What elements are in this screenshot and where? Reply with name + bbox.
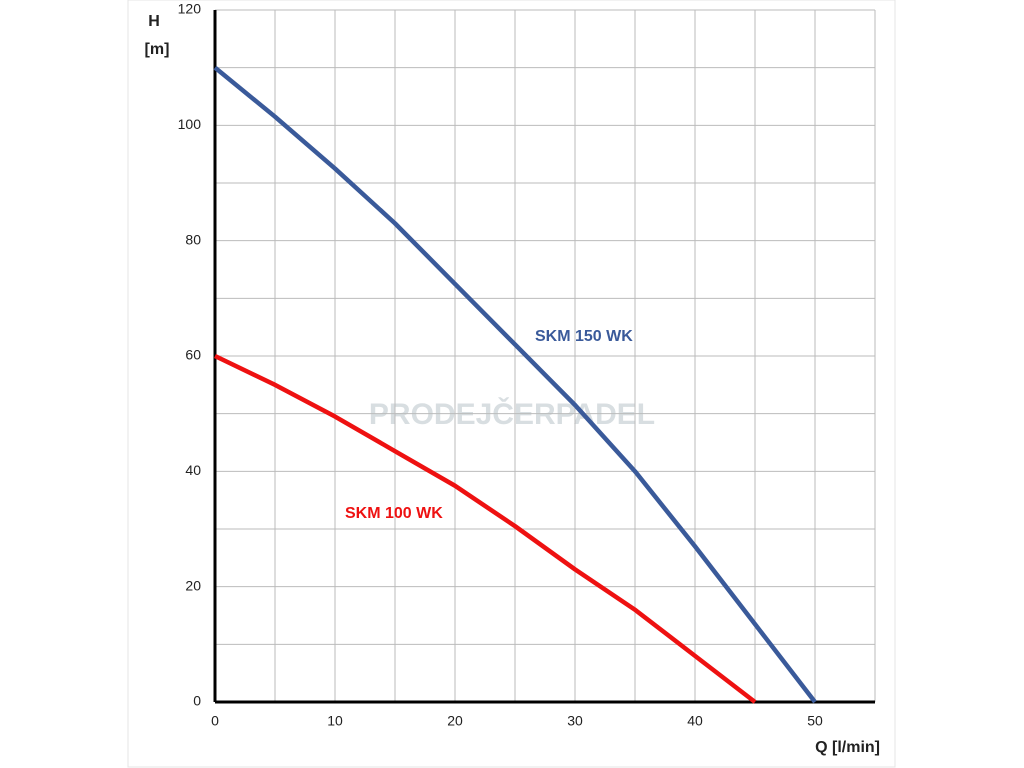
- y-tick-label: 20: [185, 577, 201, 593]
- x-tick-label: 0: [211, 713, 219, 729]
- x-tick-label: 40: [687, 713, 703, 729]
- y-tick-label: 0: [193, 693, 201, 709]
- x-tick-label: 50: [807, 713, 823, 729]
- frame: [127, 0, 896, 768]
- y-tick-label: 120: [178, 1, 202, 17]
- curve: [214, 353, 757, 704]
- y-tick-label: 100: [178, 116, 202, 132]
- x-tick-label: 10: [327, 713, 343, 729]
- y-tick-label: 80: [185, 231, 201, 247]
- series-label: SKM 100 WK: [345, 505, 443, 522]
- x-axis-label: Q [l/min]: [815, 739, 880, 756]
- x-tick-label: 30: [567, 713, 583, 729]
- x-tick-label: 20: [447, 713, 463, 729]
- series-label: SKM 150 WK: [535, 328, 633, 345]
- y-tick-label: 40: [185, 462, 201, 478]
- y-axis-label: [m]: [145, 41, 170, 58]
- curve: [213, 65, 817, 704]
- y-axis-label: H: [148, 13, 160, 30]
- y-tick-label: 60: [185, 347, 201, 363]
